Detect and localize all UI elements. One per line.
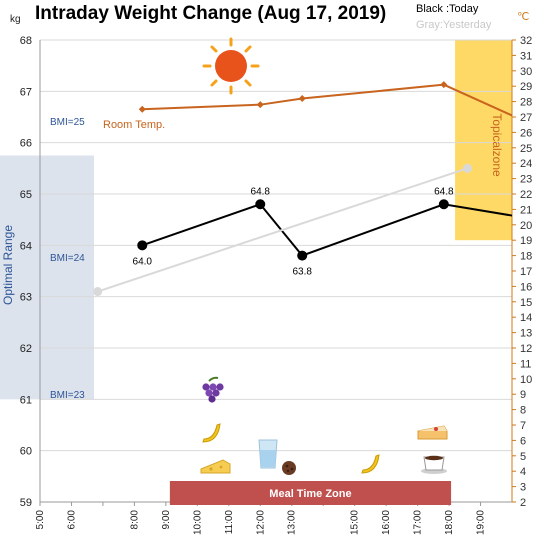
x-tick-label: 18:00 [444, 510, 455, 535]
y2-tick-label: 3 [520, 482, 526, 494]
cake-icon [417, 425, 448, 440]
x-tick-label: 9:00 [161, 510, 172, 530]
topical-zone-label: Topicalzone [490, 113, 504, 177]
legend-today: Black :Today [416, 3, 479, 15]
axes-layer: 5960616263646566676823456789101112131415… [20, 35, 533, 535]
grid-layer [40, 39, 512, 503]
coffee-cup-icon [421, 455, 447, 474]
y2-tick-label: 30 [520, 66, 532, 78]
y2-tick-label: 8 [520, 405, 526, 417]
y2-tick-label: 22 [520, 189, 532, 201]
x-tick-label: 13:00 [287, 510, 298, 535]
chart-title: Intraday Weight Change (Aug 17, 2019) [35, 3, 386, 24]
sun-icon [202, 37, 260, 95]
x-tick-label: 5:00 [35, 510, 46, 530]
y2-tick-label: 20 [520, 220, 532, 232]
y2-tick-label: 26 [520, 127, 532, 139]
room-temp-label: Room Temp. [103, 119, 165, 131]
y2-tick-label: 15 [520, 297, 532, 309]
meal-time-zone-label: Meal Time Zone [269, 488, 351, 500]
bmi-24-label: BMI=24 [50, 253, 85, 264]
y2-tick-label: 7 [520, 420, 526, 432]
y2-tick-label: 25 [520, 143, 532, 155]
x-tick-label: 19:00 [476, 510, 487, 535]
room-temp-point [298, 95, 306, 103]
today-point [137, 240, 148, 251]
bmi-25-label: BMI=25 [50, 117, 85, 128]
y2-tick-label: 10 [520, 374, 532, 386]
y2-tick-label: 27 [520, 112, 532, 124]
y-tick-label: 67 [20, 86, 32, 98]
room-temp-point [256, 101, 264, 109]
y-tick-label: 62 [20, 343, 32, 355]
x-tick-label: 8:00 [129, 510, 140, 530]
y2-tick-label: 21 [520, 204, 532, 216]
y2-tick-label: 2 [520, 497, 526, 509]
y2-tick-label: 32 [520, 35, 532, 47]
y-tick-label: 61 [20, 394, 32, 406]
y2-tick-label: 11 [520, 358, 531, 370]
y2-tick-label: 5 [520, 451, 526, 463]
today-point [438, 199, 449, 210]
today-point-label: 64.8 [251, 186, 271, 197]
banana-icon [361, 454, 380, 474]
cheese-icon [200, 459, 231, 474]
banana-icon [202, 423, 221, 443]
y2-tick-label: 14 [520, 312, 532, 324]
x-tick-label: 11:00 [224, 510, 235, 535]
yesterday-point [93, 287, 103, 297]
y-tick-label: 59 [20, 497, 32, 509]
series-layer [93, 81, 513, 297]
x-tick-label: 12:00 [255, 510, 266, 535]
right-unit-label: ℃ [517, 11, 529, 23]
y2-tick-label: 4 [520, 466, 526, 478]
chocolate-cookie-icon [282, 461, 296, 475]
left-unit-label: kg [10, 14, 21, 25]
y-tick-label: 68 [20, 35, 32, 47]
x-tick-label: 17:00 [413, 510, 424, 535]
x-tick-label: 16:00 [381, 510, 392, 535]
y-tick-label: 64 [20, 240, 32, 252]
y2-tick-label: 28 [520, 97, 532, 109]
today-point-label: 63.8 [292, 267, 312, 278]
y2-tick-label: 6 [520, 435, 526, 447]
y-tick-label: 66 [20, 138, 32, 150]
y2-tick-label: 29 [520, 81, 532, 93]
yesterday-line [97, 167, 468, 293]
optimal-range-band [0, 155, 94, 400]
y2-tick-label: 17 [520, 266, 532, 278]
today-point [297, 250, 308, 261]
y2-tick-label: 9 [520, 389, 526, 401]
water-glass-icon [258, 439, 278, 469]
today-point-label: 64.0 [133, 256, 153, 267]
optimal-range-label: Optimal Range [1, 225, 15, 305]
room-temp-point [440, 81, 448, 89]
y2-tick-label: 31 [520, 50, 532, 62]
y2-tick-label: 16 [520, 281, 532, 293]
y-tick-label: 63 [20, 292, 32, 304]
labels-layer: 64.0 64.8 63.8 64.8 [133, 186, 454, 277]
bmi-23-label: BMI=23 [50, 390, 85, 401]
grapes-icon [202, 376, 224, 403]
y2-tick-label: 12 [520, 343, 532, 355]
meal-time-zone-bar [169, 481, 452, 505]
y2-tick-label: 24 [520, 158, 532, 170]
bands-layer [0, 40, 512, 400]
y2-tick-label: 23 [520, 174, 532, 186]
y2-tick-label: 19 [520, 235, 532, 247]
y2-tick-label: 13 [520, 328, 532, 340]
room-temp-point [138, 105, 146, 113]
y-tick-label: 65 [20, 189, 32, 201]
today-point-label: 64.8 [434, 186, 454, 197]
y2-tick-label: 18 [520, 251, 532, 263]
x-tick-label: 6:00 [66, 510, 77, 530]
x-tick-label: 10:00 [192, 510, 203, 535]
today-point [255, 199, 266, 210]
y-tick-label: 60 [20, 446, 32, 458]
x-tick-label: 15:00 [350, 510, 361, 535]
legend-yesterday: Gray:Yesterday [416, 19, 492, 31]
yesterday-point [462, 163, 472, 173]
